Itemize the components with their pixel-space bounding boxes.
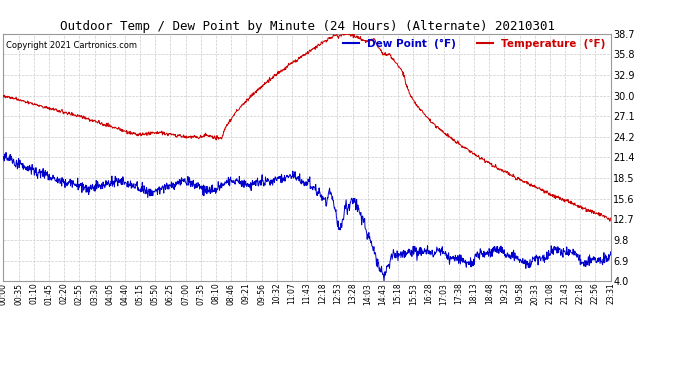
Legend: Dew Point  (°F), Temperature  (°F): Dew Point (°F), Temperature (°F): [339, 35, 609, 53]
Title: Outdoor Temp / Dew Point by Minute (24 Hours) (Alternate) 20210301: Outdoor Temp / Dew Point by Minute (24 H…: [59, 20, 555, 33]
Text: Copyright 2021 Cartronics.com: Copyright 2021 Cartronics.com: [6, 41, 137, 50]
